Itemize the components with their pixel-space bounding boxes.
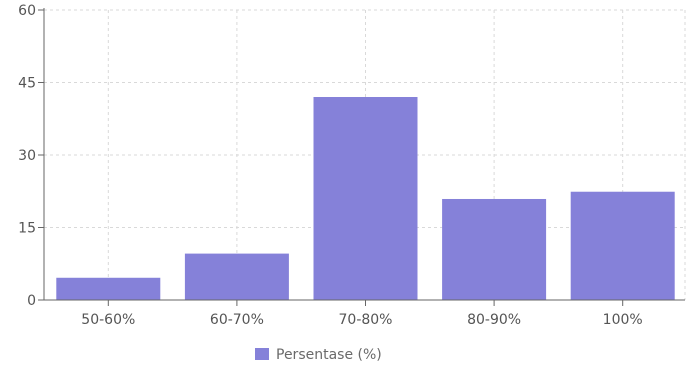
legend-label[interactable]: Persentase (%): [276, 347, 382, 363]
bar-80-90%[interactable]: [442, 198, 547, 300]
labels-layer: 0 15 30 45 60 50-60% 60-70% 70-80% 80-90% 100%: [18, 3, 643, 328]
bars-layer: [56, 97, 675, 300]
bar-70-80%[interactable]: [313, 97, 418, 300]
y-tick-label: 45: [18, 76, 36, 92]
legend[interactable]: Persentase (%): [255, 347, 382, 363]
bar-60-70%[interactable]: [184, 253, 289, 300]
x-tick-label: 80-90%: [467, 312, 521, 328]
bar-50-60%[interactable]: [56, 277, 161, 300]
x-tick-label: 70-80%: [339, 312, 393, 328]
axes-layer: [38, 8, 685, 306]
bar-100%[interactable]: [570, 191, 675, 300]
legend-swatch[interactable]: [255, 348, 269, 360]
x-tick-label: 50-60%: [81, 312, 135, 328]
x-tick-label: 100%: [603, 312, 643, 328]
x-tick-label: 60-70%: [210, 312, 264, 328]
y-tick-label: 0: [27, 293, 36, 309]
y-tick-label: 30: [18, 148, 36, 164]
y-tick-label: 15: [18, 221, 36, 237]
y-tick-label: 60: [18, 3, 36, 19]
